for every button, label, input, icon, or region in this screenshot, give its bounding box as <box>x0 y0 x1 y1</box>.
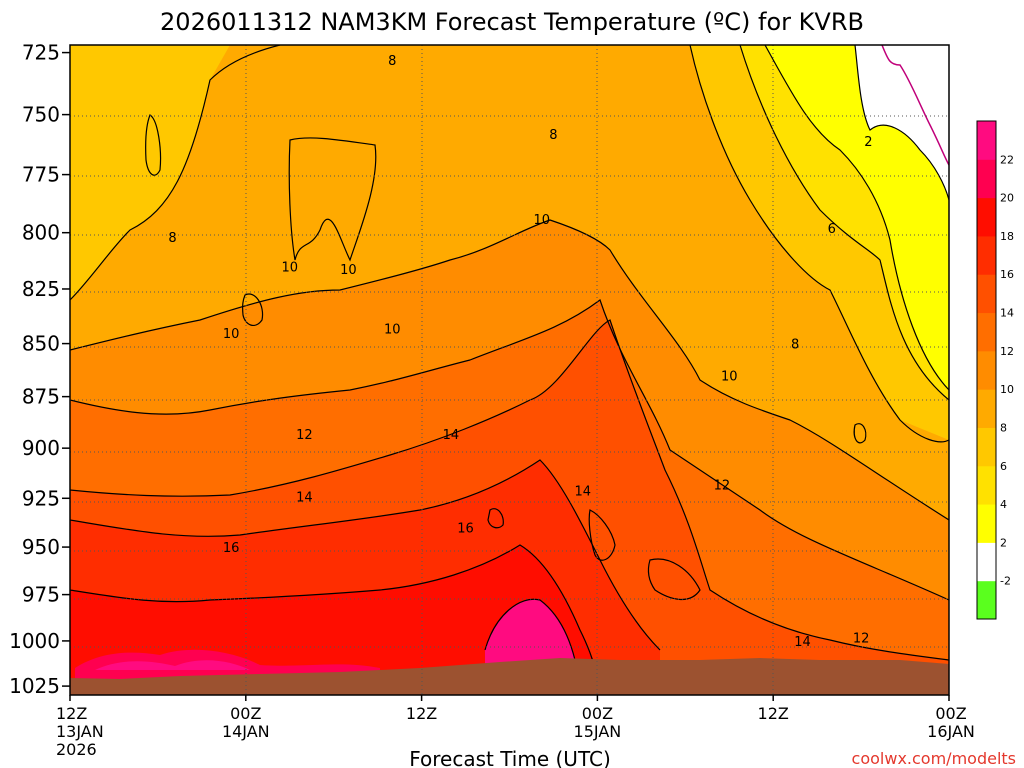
x-axis-label: Forecast Time (UTC) <box>409 747 611 768</box>
x-tick-date: 13JAN <box>56 722 104 741</box>
terrain <box>70 658 949 695</box>
contour-label: 6 <box>828 222 836 237</box>
y-tick-label: 875 <box>22 385 60 409</box>
colorbar-swatch <box>977 580 996 620</box>
colorbar-swatch <box>977 274 996 314</box>
x-tick-date: 14JAN <box>222 722 270 741</box>
colorbar-label: 20 <box>1000 192 1014 205</box>
colorbar-swatch <box>977 427 996 467</box>
colorbar-label: -2 <box>1000 575 1011 588</box>
plot-area: 8 8 2 10 6 8 10 10 10 10 8 10 12 14 14 12 14 16 16 12 14 <box>70 45 949 695</box>
colorbar-swatch <box>977 312 996 352</box>
contour-label: 14 <box>794 635 811 650</box>
y-tick-label: 975 <box>22 583 60 607</box>
y-tick-label: 850 <box>22 332 60 356</box>
colorbar-label: 4 <box>1000 498 1007 511</box>
chart-title: 2026011312 NAM3KM Forecast Temperature (… <box>160 8 864 36</box>
plot-frame <box>69 44 950 696</box>
colorbar-swatch <box>977 504 996 543</box>
colorbar: -2 2 4 6 8 10 12 14 16 18 20 22 <box>976 120 1014 620</box>
colorbar-swatch <box>977 235 996 275</box>
y-tick-label: 1000 <box>9 629 60 653</box>
y-tick-label: 800 <box>22 221 60 245</box>
contour-label: 16 <box>457 522 474 537</box>
x-tick-label: 12Z <box>758 704 789 723</box>
contour-label: 12 <box>296 428 313 443</box>
y-tick-label: 775 <box>22 163 60 187</box>
x-tick-year: 2026 <box>56 740 97 759</box>
colorbar-label: 16 <box>1000 268 1014 281</box>
y-tick-label: 900 <box>22 436 60 460</box>
y-tick-label: 825 <box>22 277 60 301</box>
contour-label: 10 <box>340 263 357 278</box>
y-tick-label: 925 <box>22 486 60 510</box>
colorbar-label: 8 <box>1000 421 1007 434</box>
x-tick-date: 15JAN <box>574 722 622 741</box>
contour-label: 2 <box>864 135 872 150</box>
y-axis: 725 750 775 800 825 850 875 900 925 950 975 1000 102… <box>9 41 70 698</box>
x-tick-label: 00Z <box>582 704 613 723</box>
colorbar-frame <box>976 120 997 620</box>
contour-label: 12 <box>853 631 870 646</box>
contour-label: 10 <box>384 322 401 337</box>
colorbar-label: 12 <box>1000 345 1014 358</box>
contour-label: 8 <box>791 338 799 353</box>
credit-text: coolwx.com/modelts <box>852 749 1016 768</box>
colorbar-swatch <box>977 197 996 237</box>
contour-label: 12 <box>714 478 731 493</box>
x-tick-label: 00Z <box>935 704 966 723</box>
x-tick-date: 16JAN <box>927 722 975 741</box>
contour-label: 8 <box>549 128 557 143</box>
contour-label-layer: 8 8 2 10 6 8 10 10 10 10 8 10 12 14 14 12 14 16 16 12 14 <box>168 54 872 650</box>
contour-label: 10 <box>281 261 298 276</box>
y-tick-label: 750 <box>22 103 60 127</box>
colorbar-label: 6 <box>1000 460 1007 473</box>
contour-label: 14 <box>574 484 591 499</box>
colorbar-swatch <box>977 121 996 160</box>
contour-label: 14 <box>443 428 460 443</box>
colorbar-swatch <box>977 159 996 199</box>
colorbar-swatch <box>977 350 996 390</box>
colorbar-label: 22 <box>1000 153 1014 166</box>
contour-label: 8 <box>388 54 396 69</box>
y-tick-label: 1025 <box>9 674 60 698</box>
contour-label: 10 <box>721 370 738 385</box>
colorbar-swatch <box>977 465 996 505</box>
contour-label: 10 <box>223 327 240 342</box>
colorbar-label: 10 <box>1000 383 1014 396</box>
colorbar-label: 18 <box>1000 230 1014 243</box>
colorbar-swatch <box>977 542 996 582</box>
y-tick-label: 950 <box>22 535 60 559</box>
x-tick-label: 00Z <box>230 704 261 723</box>
colorbar-label: 2 <box>1000 536 1007 549</box>
colorbar-label: 14 <box>1000 307 1014 320</box>
contour-label: 10 <box>533 213 550 228</box>
band-22-plus-left <box>95 660 250 670</box>
magenta-contour <box>881 45 949 166</box>
contour-label: 14 <box>296 490 313 505</box>
gridlines <box>70 45 949 695</box>
band-0-2 <box>855 45 949 200</box>
colorbar-swatch <box>977 389 996 428</box>
contour-lines <box>70 45 949 691</box>
x-tick-label: 12Z <box>56 704 87 723</box>
x-tick-label: 12Z <box>406 704 437 723</box>
contour-label: 16 <box>223 541 240 556</box>
contour-label: 8 <box>168 231 176 246</box>
y-tick-label: 725 <box>22 41 60 65</box>
